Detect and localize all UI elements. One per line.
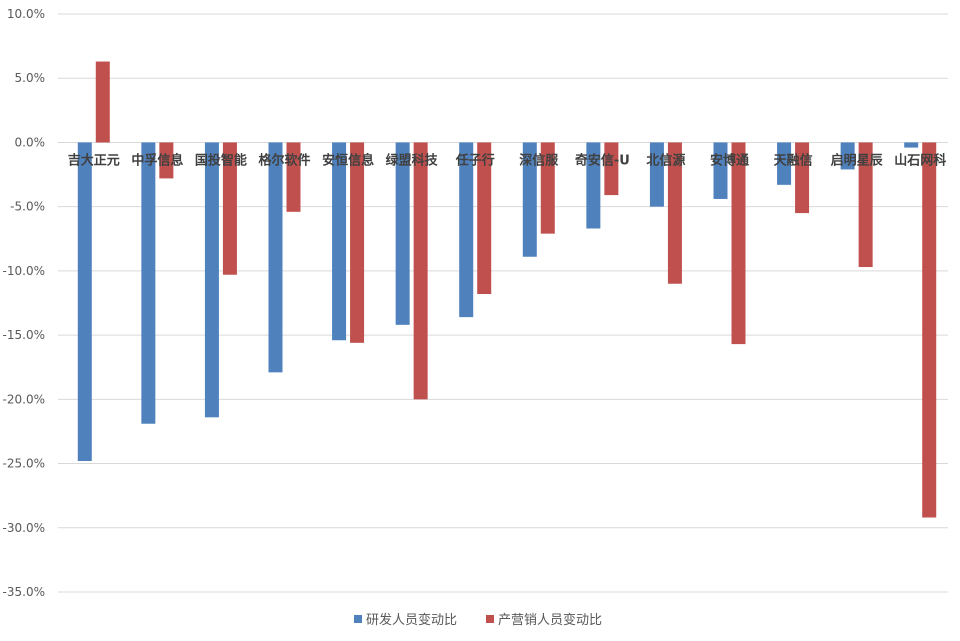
- bar-sales: [922, 142, 937, 518]
- bar-sales: [286, 142, 301, 212]
- category-label: 天融信: [774, 152, 813, 168]
- legend-swatch-sales: [486, 615, 494, 623]
- category-label: 北信源: [646, 152, 685, 168]
- legend: 研发人员变动比 产营销人员变动比: [354, 612, 602, 628]
- bar-sales: [795, 142, 810, 214]
- category-label: 国投智能: [195, 152, 247, 168]
- bar-rd: [268, 142, 283, 373]
- bar-rd: [649, 142, 664, 207]
- bar-sales: [477, 142, 492, 295]
- bar-rd: [141, 142, 156, 424]
- bar-rd: [395, 142, 410, 325]
- category-label: 格尔软件: [258, 152, 310, 168]
- category-label: 安恒信息: [322, 152, 374, 168]
- gridlines: [58, 13, 948, 593]
- bar-rd: [332, 142, 347, 341]
- y-tick-label: -5.0%: [10, 200, 45, 214]
- bar-sales: [222, 142, 237, 275]
- bars: [77, 61, 937, 518]
- legend-label-sales: 产营销人员变动比: [498, 612, 602, 628]
- legend-swatch-rd: [354, 615, 362, 623]
- bar-sales: [540, 142, 555, 234]
- bar-rd: [904, 142, 919, 148]
- bar-rd: [522, 142, 537, 257]
- bar-rd: [713, 142, 728, 199]
- legend-label-rd: 研发人员变动比: [366, 612, 457, 628]
- bar-sales: [667, 142, 682, 284]
- category-label: 奇安信-U: [575, 152, 630, 168]
- bar-sales: [159, 142, 174, 179]
- bar-rd: [204, 142, 219, 418]
- category-label: 任子行: [455, 152, 495, 168]
- category-label: 启明星辰: [831, 152, 884, 168]
- y-tick-label: -10.0%: [3, 264, 45, 278]
- category-label: 安博通: [710, 152, 749, 168]
- y-tick-label: -35.0%: [3, 585, 45, 599]
- bar-sales: [350, 142, 365, 343]
- bar-sales: [604, 142, 619, 196]
- bar-rd: [777, 142, 792, 185]
- category-label: 深信服: [519, 152, 559, 168]
- y-tick-label: 0.0%: [15, 135, 46, 149]
- category-label: 吉大正元: [68, 152, 120, 168]
- category-label: 山石网科: [894, 152, 946, 168]
- y-tick-label: -20.0%: [3, 392, 45, 406]
- y-tick-label: -25.0%: [3, 457, 45, 471]
- bar-rd: [840, 142, 855, 170]
- y-tick-label: -15.0%: [3, 328, 45, 342]
- bar-rd: [586, 142, 601, 229]
- y-tick-label: 10.0%: [7, 7, 45, 21]
- bar-sales: [95, 61, 110, 143]
- bar-sales: [413, 142, 428, 400]
- category-label: 绿盟科技: [386, 152, 439, 168]
- y-axis-ticks: 10.0% 5.0% 0.0% -5.0% -10.0% -15.0% -20.0% -25.…: [3, 7, 45, 599]
- category-labels: 吉大正元 中孚信息 国投智能 格尔软件 安恒信息 绿盟科技 任子行 深信服 奇安信-U 北信源 安博…: [68, 152, 946, 168]
- category-label: 中孚信息: [131, 152, 183, 168]
- bar-rd: [77, 142, 92, 461]
- bar-rd: [459, 142, 474, 318]
- bar-sales: [731, 142, 746, 345]
- bar-sales: [858, 142, 873, 268]
- y-tick-label: -30.0%: [3, 521, 45, 535]
- y-tick-label: 5.0%: [15, 71, 46, 85]
